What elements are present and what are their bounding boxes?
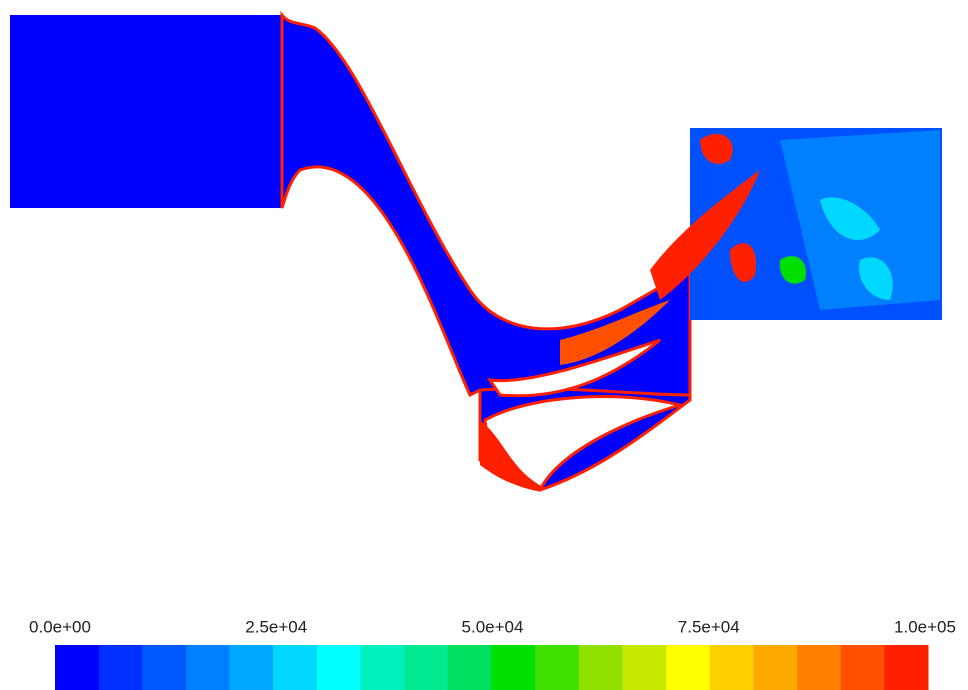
hot-zone	[560, 300, 670, 365]
colorbar-step	[55, 645, 100, 690]
warm-zone	[820, 197, 880, 240]
colorbar-step	[491, 645, 536, 690]
colorbar-step	[884, 645, 929, 690]
duct	[280, 10, 692, 409]
colorbar-tick-label: 1.0e+05	[894, 617, 956, 636]
colorbar-step	[316, 645, 362, 690]
colorbar-step	[753, 645, 798, 690]
colorbar-step	[666, 645, 711, 690]
warm-zone	[779, 256, 806, 284]
hot-zone	[650, 170, 760, 300]
colorbar-step	[273, 645, 318, 690]
hot-zone	[700, 133, 733, 164]
colorbar-step	[360, 645, 405, 690]
blade	[486, 338, 661, 398]
colorbar-step	[185, 645, 231, 690]
colorbar-step	[404, 645, 449, 690]
colorbar-step	[98, 645, 143, 690]
colorbar-tick-label: 2.5e+04	[245, 617, 307, 636]
colorbar-step	[578, 645, 623, 690]
colorbar-step	[622, 645, 667, 690]
colorbar-tick-label: 5.0e+04	[462, 617, 524, 636]
inlet-region	[10, 15, 282, 208]
colorbar-tick-label: 0.0e+00	[29, 617, 91, 636]
colorbar-step	[142, 645, 187, 690]
colorbar-step	[229, 645, 274, 690]
hot-zone	[480, 420, 545, 489]
colorbar-step	[709, 645, 754, 690]
colorbar-step	[535, 645, 580, 690]
colorbar-step	[447, 645, 492, 690]
hot-zone	[730, 243, 756, 282]
flow-domain	[10, 10, 942, 493]
warm-zone	[859, 257, 893, 300]
colorbar-tick-label: 7.5e+04	[678, 617, 740, 636]
colorbar-step	[797, 645, 842, 690]
colorbar-step	[840, 645, 885, 690]
